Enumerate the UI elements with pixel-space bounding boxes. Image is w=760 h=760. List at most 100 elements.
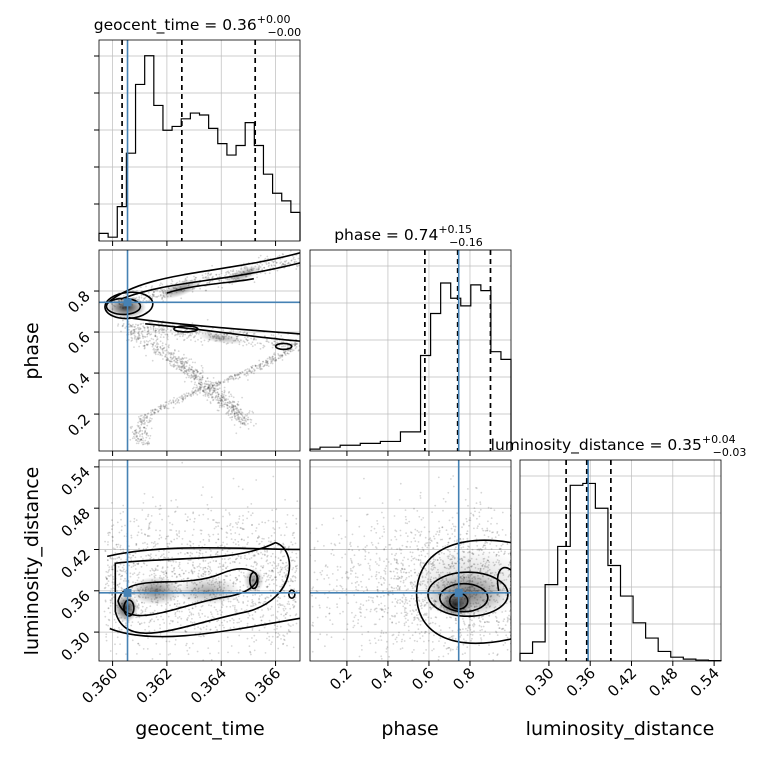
sample-point <box>194 374 197 377</box>
sample-point <box>265 560 268 563</box>
sample-point <box>174 572 177 575</box>
sample-point <box>411 622 414 624</box>
sample-point <box>447 646 450 649</box>
sample-point <box>268 570 271 572</box>
sample-point <box>219 380 222 383</box>
sample-point <box>496 522 498 525</box>
sample-point <box>263 266 265 269</box>
sample-point <box>220 398 223 401</box>
sample-point <box>137 573 140 576</box>
sample-point <box>117 586 120 588</box>
sample-point <box>495 630 497 633</box>
sample-point <box>208 392 211 395</box>
sample-point <box>238 416 241 419</box>
sample-point <box>173 573 176 575</box>
sample-point <box>106 559 109 561</box>
sample-point <box>186 552 189 554</box>
sample-point <box>395 587 398 589</box>
sample-point <box>294 542 297 545</box>
sample-point <box>471 631 473 634</box>
sample-point <box>127 673 129 675</box>
sample-point <box>168 622 171 625</box>
sample-point <box>273 264 275 267</box>
sample-point <box>138 327 141 329</box>
sample-point <box>138 297 141 299</box>
sample-point <box>200 379 203 381</box>
sample-point <box>190 374 193 377</box>
sample-point <box>107 580 110 582</box>
sample-point <box>423 640 425 643</box>
sample-point <box>159 346 162 348</box>
sample-point <box>275 342 278 344</box>
sample-point <box>250 565 253 567</box>
sample-point <box>252 594 254 597</box>
sample-point <box>222 400 225 403</box>
sample-point <box>196 370 199 373</box>
sample-point <box>189 394 192 397</box>
sample-point <box>193 375 196 377</box>
sample-point <box>198 382 200 385</box>
sample-point <box>254 623 256 626</box>
sample-point <box>303 332 305 334</box>
sample-point <box>204 380 207 382</box>
sample-point <box>270 540 272 543</box>
sample-point <box>177 350 180 352</box>
sample-point <box>459 538 462 541</box>
sample-point <box>166 326 168 329</box>
sample-point <box>228 406 231 408</box>
sample-point <box>186 276 189 279</box>
sample-point <box>231 617 234 620</box>
sample-point <box>170 356 172 359</box>
sample-point <box>339 566 342 568</box>
sample-point <box>186 619 189 622</box>
sample-point <box>273 528 276 531</box>
sample-point <box>282 580 284 583</box>
sample-point <box>118 556 121 559</box>
sample-point <box>225 605 228 608</box>
density-phase-luminosity-distance <box>310 475 511 661</box>
sample-point <box>463 622 466 624</box>
sample-point <box>216 397 219 400</box>
sample-point <box>405 599 408 601</box>
sample-point <box>225 398 228 400</box>
x-ticks: 0.360 0.362 0.364 0.366 <box>78 661 284 707</box>
sample-point <box>165 329 168 332</box>
sample-point <box>282 351 285 353</box>
sample-point <box>146 415 149 417</box>
sample-point <box>222 395 225 398</box>
sample-point <box>186 362 189 364</box>
sample-point <box>243 416 245 419</box>
sample-point <box>119 582 121 585</box>
sample-point <box>508 631 511 634</box>
sample-point <box>163 406 165 408</box>
sample-point <box>218 402 221 405</box>
sample-point <box>290 342 293 345</box>
sample-point <box>293 261 296 264</box>
sample-point <box>178 366 180 368</box>
sample-point <box>247 600 249 602</box>
sample-point <box>154 412 157 414</box>
sample-point <box>220 280 223 282</box>
sample-point <box>206 503 209 506</box>
sample-point <box>416 510 419 512</box>
sample-point <box>237 414 239 417</box>
sample-point <box>156 569 159 571</box>
sample-point <box>116 583 119 586</box>
sample-point <box>224 575 227 577</box>
sample-point <box>187 336 190 338</box>
sample-point <box>265 572 268 575</box>
sample-point <box>203 385 206 388</box>
sample-point <box>241 371 244 374</box>
sample-point <box>170 353 173 356</box>
sample-point <box>291 534 294 537</box>
sample-point <box>281 604 284 606</box>
sample-point <box>210 387 213 390</box>
sample-point <box>148 527 151 529</box>
sample-point <box>137 332 140 335</box>
sample-point <box>258 359 261 362</box>
sample-point <box>274 356 277 359</box>
sample-point <box>507 552 510 555</box>
sample-point <box>258 523 260 526</box>
sample-point <box>180 297 183 300</box>
sample-point <box>144 430 146 433</box>
